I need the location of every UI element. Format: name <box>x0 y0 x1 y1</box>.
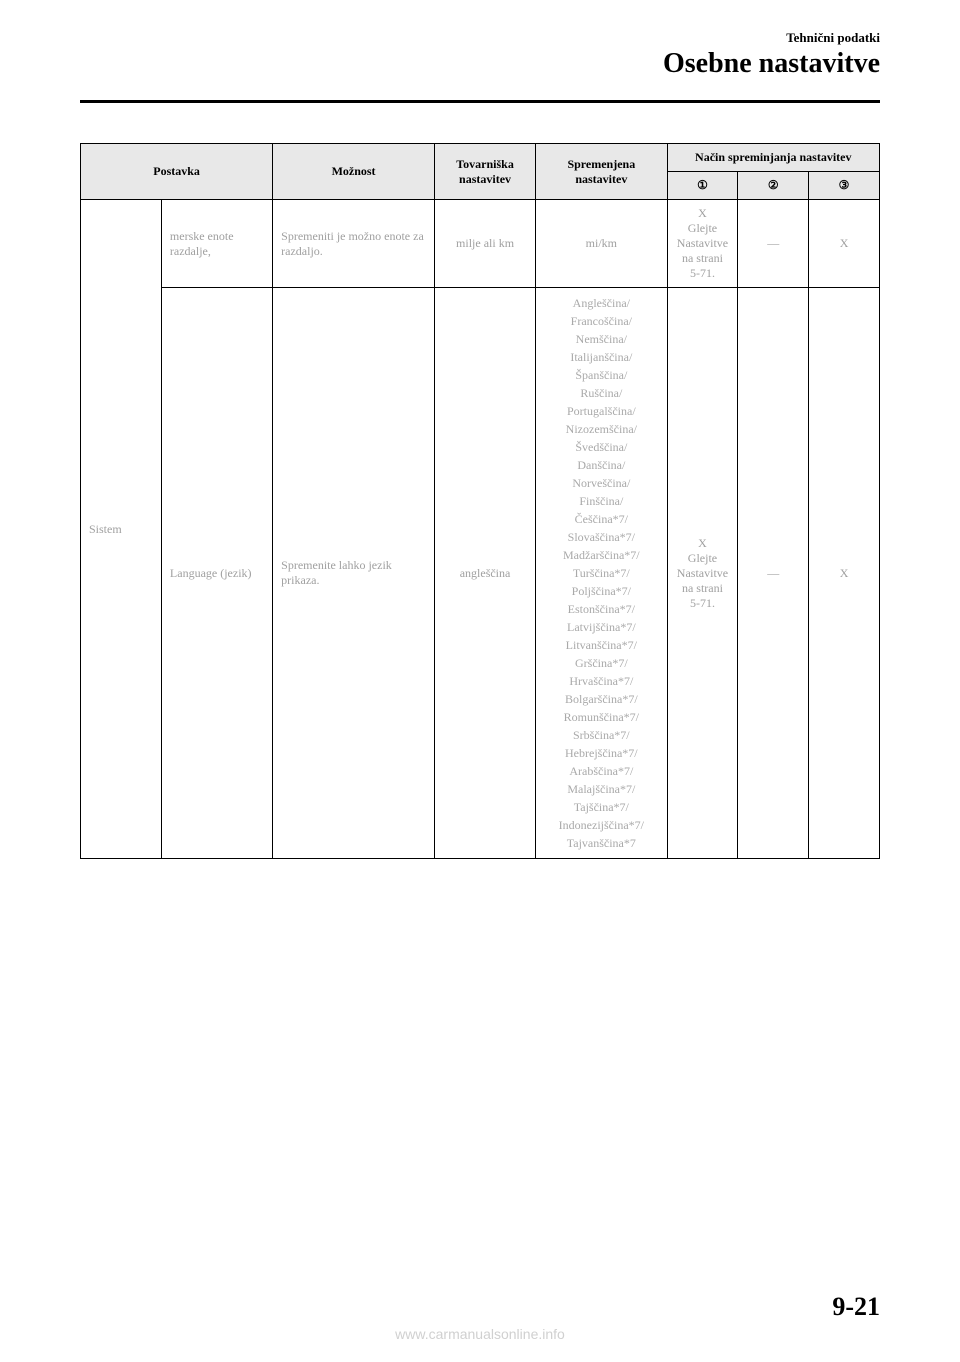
cell-sub2: Language (jezik) <box>161 288 272 859</box>
th-tovarniska: Tovarniška nastavitev <box>434 144 535 200</box>
cell-c2-2: — <box>738 288 809 859</box>
th-col2: ② <box>738 172 809 200</box>
settings-table: Postavka Možnost Tovarniška nastavitev S… <box>80 143 880 859</box>
page-number: 9-21 <box>832 1292 880 1322</box>
table-row: Sistem merske enote razdalje, Spremeniti… <box>81 200 880 288</box>
cell-c1-1: X Glejte Nastavitve na strani 5-71. <box>667 200 738 288</box>
page-header: Tehnični podatki Osebne nastavitve <box>0 0 960 90</box>
th-nacin: Način spreminjanja nastavitev <box>667 144 879 172</box>
th-col1: ① <box>667 172 738 200</box>
cell-tovarniska1: milje ali km <box>434 200 535 288</box>
th-postavka: Postavka <box>81 144 273 200</box>
cell-spremenjena2: Angleščina/ Francoščina/ Nemščina/ Itali… <box>536 288 667 859</box>
page-title: Osebne nastavitve <box>80 48 880 80</box>
cell-sistem: Sistem <box>81 200 162 859</box>
cell-c3-1: X <box>809 200 880 288</box>
cell-moznost1: Spremeniti je možno enote za razdaljo. <box>273 200 435 288</box>
cell-c2-1: — <box>738 200 809 288</box>
cell-sub1: merske enote razdalje, <box>161 200 272 288</box>
cell-c3-2: X <box>809 288 880 859</box>
cell-tovarniska2: angleščina <box>434 288 535 859</box>
page-category: Tehnični podatki <box>80 30 880 46</box>
table-row: Language (jezik) Spremenite lahko jezik … <box>81 288 880 859</box>
watermark: www.carmanualsonline.info <box>0 1326 960 1342</box>
header-rule <box>80 100 880 103</box>
th-col3: ③ <box>809 172 880 200</box>
cell-c1-2: X Glejte Nastavitve na strani 5-71. <box>667 288 738 859</box>
th-moznost: Možnost <box>273 144 435 200</box>
cell-moznost2: Spremenite lahko jezik prikaza. <box>273 288 435 859</box>
cell-spremenjena1: mi/km <box>536 200 667 288</box>
th-spremenjena: Spremenjena nastavitev <box>536 144 667 200</box>
